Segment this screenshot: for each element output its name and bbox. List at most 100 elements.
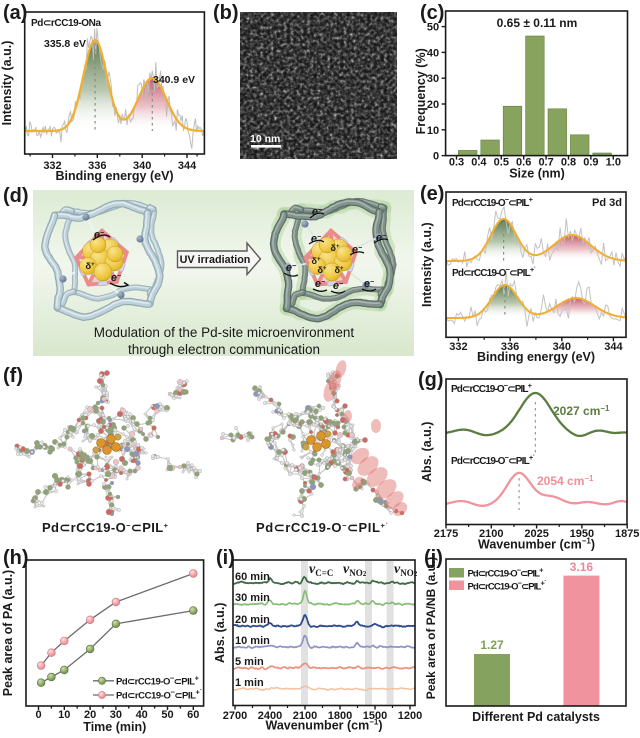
svg-text:Intensity (a.u.): Intensity (a.u.) bbox=[420, 222, 434, 307]
svg-text:335.8 eV: 335.8 eV bbox=[44, 38, 86, 50]
svg-text:Pd⊂rCC19-O−⊂PIL+: Pd⊂rCC19-O−⊂PIL+ bbox=[42, 520, 169, 535]
svg-text:40: 40 bbox=[427, 47, 439, 59]
svg-text:(e): (e) bbox=[420, 183, 444, 205]
svg-text:e−: e− bbox=[286, 262, 296, 274]
svg-text:Peak area of PA/NB (a.u.): Peak area of PA/NB (a.u.) bbox=[424, 557, 438, 700]
svg-text:344: 344 bbox=[604, 341, 623, 353]
svg-text:340: 340 bbox=[133, 160, 151, 172]
svg-text:0.5: 0.5 bbox=[494, 157, 509, 169]
svg-text:Pd⊂rCC19-O−⊂PIL+˙: Pd⊂rCC19-O−⊂PIL+˙ bbox=[468, 579, 547, 593]
svg-text:Pd⊂rCC19-O−⊂PIL+˙: Pd⊂rCC19-O−⊂PIL+˙ bbox=[116, 688, 202, 702]
svg-text:Binding energy (eV): Binding energy (eV) bbox=[477, 350, 595, 364]
svg-text:e−: e− bbox=[352, 244, 362, 256]
svg-text:Frequency (%): Frequency (%) bbox=[414, 48, 428, 134]
svg-text:δ+: δ+ bbox=[331, 243, 340, 253]
svg-text:0.6: 0.6 bbox=[516, 157, 531, 169]
svg-text:Pd⊂rCC19-O−⊂PIL+˙: Pd⊂rCC19-O−⊂PIL+˙ bbox=[256, 520, 388, 535]
svg-text:Pd⊂rCC19-O−⊂PIL+: Pd⊂rCC19-O−⊂PIL+ bbox=[116, 674, 200, 688]
svg-text:(h): (h) bbox=[3, 547, 29, 569]
svg-text:50: 50 bbox=[161, 709, 173, 721]
svg-text:δ+: δ+ bbox=[312, 256, 321, 266]
svg-text:60 min: 60 min bbox=[235, 571, 270, 583]
svg-text:336: 336 bbox=[88, 160, 106, 172]
svg-text:10 nm: 10 nm bbox=[250, 133, 280, 145]
svg-text:40: 40 bbox=[136, 709, 148, 721]
svg-text:δ+: δ+ bbox=[335, 265, 344, 275]
svg-text:0.7: 0.7 bbox=[538, 157, 553, 169]
svg-text:(b): (b) bbox=[213, 2, 239, 24]
svg-text:30: 30 bbox=[110, 709, 122, 721]
svg-text:332: 332 bbox=[43, 160, 61, 172]
svg-text:0.3: 0.3 bbox=[449, 157, 464, 169]
svg-text:Pd 3d: Pd 3d bbox=[592, 197, 622, 209]
svg-text:e−: e− bbox=[311, 233, 321, 245]
svg-text:30: 30 bbox=[427, 73, 439, 85]
svg-text:UV irradiation: UV irradiation bbox=[180, 254, 251, 266]
svg-text:1.0: 1.0 bbox=[606, 157, 621, 169]
svg-text:Wavenumber (cm−1): Wavenumber (cm−1) bbox=[478, 537, 595, 552]
svg-text:344: 344 bbox=[178, 160, 197, 172]
svg-text:0.65 ± 0.11 nm: 0.65 ± 0.11 nm bbox=[497, 16, 578, 30]
svg-text:1950: 1950 bbox=[570, 528, 594, 540]
svg-text:Size (nm): Size (nm) bbox=[509, 167, 565, 181]
svg-text:Pd⊂rCC19-O−⊂PIL+: Pd⊂rCC19-O−⊂PIL+ bbox=[468, 566, 545, 580]
svg-text:e−: e− bbox=[376, 232, 386, 244]
svg-text:340: 340 bbox=[553, 341, 571, 353]
svg-text:Pd⊂rCC19-O−⊂PIL+: Pd⊂rCC19-O−⊂PIL+ bbox=[451, 381, 533, 395]
svg-text:10 min: 10 min bbox=[235, 635, 270, 647]
svg-text:332: 332 bbox=[449, 341, 467, 353]
svg-text:e−: e− bbox=[364, 278, 374, 290]
svg-text:(f): (f) bbox=[3, 365, 23, 387]
svg-text:0.4: 0.4 bbox=[471, 157, 487, 169]
svg-text:1 min: 1 min bbox=[235, 677, 264, 689]
svg-text:Binding energy (eV): Binding energy (eV) bbox=[56, 169, 174, 183]
svg-text:340.9 eV: 340.9 eV bbox=[153, 74, 195, 86]
svg-text:(i): (i) bbox=[216, 547, 235, 569]
svg-text:1200: 1200 bbox=[398, 710, 422, 722]
svg-text:3.16: 3.16 bbox=[570, 560, 594, 574]
svg-text:2054 cm−1: 2054 cm−1 bbox=[537, 474, 594, 488]
svg-text:2100: 2100 bbox=[293, 710, 317, 722]
svg-text:Modulation of the Pd-site micr: Modulation of the Pd-site microenvironme… bbox=[94, 325, 355, 340]
svg-text:50: 50 bbox=[427, 22, 439, 34]
svg-text:Pd⊂rCC19-O−⊂PIL+: Pd⊂rCC19-O−⊂PIL+ bbox=[452, 195, 534, 209]
svg-text:Pd⊂rCC19-O−⊂PIL+˙: Pd⊂rCC19-O−⊂PIL+˙ bbox=[451, 453, 535, 467]
svg-text:Abs. (a.u.): Abs. (a.u.) bbox=[213, 603, 227, 663]
svg-text:20: 20 bbox=[84, 709, 96, 721]
svg-text:δ+: δ+ bbox=[85, 261, 95, 272]
svg-text:0.8: 0.8 bbox=[561, 157, 576, 169]
svg-text:Time (min): Time (min) bbox=[83, 720, 146, 734]
svg-text:60: 60 bbox=[187, 709, 199, 721]
svg-text:(g): (g) bbox=[418, 369, 444, 391]
svg-text:(d): (d) bbox=[3, 185, 29, 207]
svg-text:2175: 2175 bbox=[434, 528, 458, 540]
svg-text:2025: 2025 bbox=[524, 528, 548, 540]
svg-text:Pd⊂rCC19-O−⊂PIL+˙: Pd⊂rCC19-O−⊂PIL+˙ bbox=[452, 265, 536, 279]
svg-text:e−: e− bbox=[315, 278, 325, 290]
svg-text:Abs. (a.u.): Abs. (a.u.) bbox=[420, 422, 434, 482]
svg-text:2027 cm−1: 2027 cm−1 bbox=[553, 404, 610, 418]
svg-text:Wavenumber (cm−1): Wavenumber (cm−1) bbox=[265, 718, 382, 733]
svg-text:20: 20 bbox=[427, 99, 439, 111]
svg-text:Pd⊂rCC19-ONa: Pd⊂rCC19-ONa bbox=[31, 18, 101, 29]
svg-text:0: 0 bbox=[433, 151, 439, 163]
svg-text:e−: e− bbox=[111, 272, 121, 284]
svg-text:1500: 1500 bbox=[363, 710, 387, 722]
svg-text:0.9: 0.9 bbox=[583, 157, 598, 169]
svg-text:δ+: δ+ bbox=[318, 265, 327, 275]
svg-text:20 min: 20 min bbox=[235, 614, 270, 626]
svg-text:2700: 2700 bbox=[223, 710, 247, 722]
svg-text:10: 10 bbox=[58, 709, 70, 721]
svg-text:30 min: 30 min bbox=[235, 592, 270, 604]
svg-text:e−: e− bbox=[312, 206, 322, 218]
svg-text:Intensity (a.u.): Intensity (a.u.) bbox=[0, 41, 14, 126]
svg-text:5 min: 5 min bbox=[235, 656, 264, 668]
svg-text:through electron communication: through electron communication bbox=[128, 342, 320, 357]
svg-text:2100: 2100 bbox=[479, 528, 503, 540]
svg-text:(c): (c) bbox=[420, 2, 444, 24]
svg-text:Different Pd catalysts: Different Pd catalysts bbox=[472, 710, 600, 724]
svg-text:10: 10 bbox=[427, 125, 439, 137]
svg-text:336: 336 bbox=[501, 341, 519, 353]
svg-text:1.27: 1.27 bbox=[480, 638, 504, 652]
svg-text:(j): (j) bbox=[424, 547, 443, 569]
